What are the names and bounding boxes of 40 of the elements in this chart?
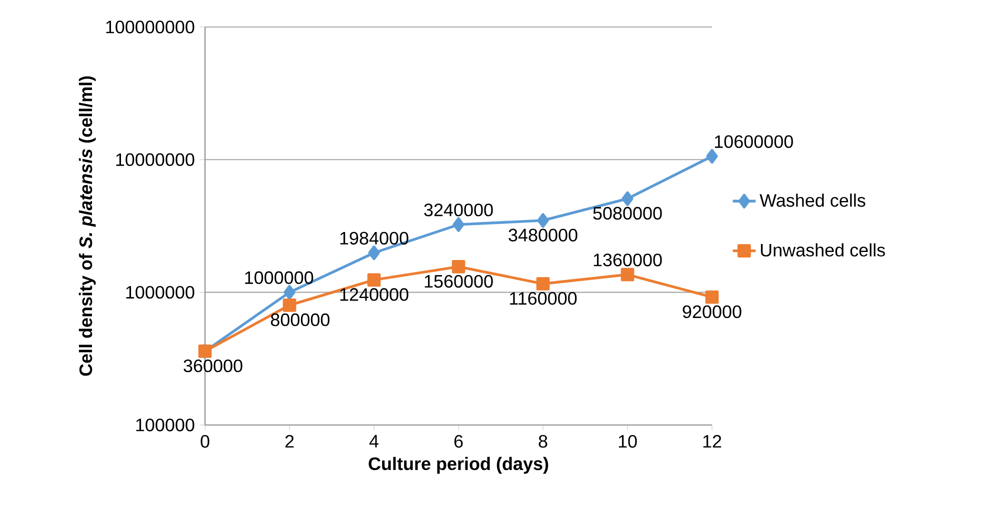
data-label: 3240000 <box>424 204 493 216</box>
data-label: 360000 <box>184 359 242 372</box>
x-tick-label: 0 <box>200 434 210 448</box>
data-label: 1240000 <box>340 288 408 301</box>
data-label: 920000 <box>682 305 742 318</box>
x-tick-label: 8 <box>538 434 548 448</box>
x-tick-label: 6 <box>454 434 463 448</box>
y-tick-label: 100000000 <box>106 20 194 34</box>
data-label: 1984000 <box>340 232 408 245</box>
point <box>452 217 464 232</box>
legend-label: Washed cells <box>760 194 866 207</box>
y-tick-label: 100000 <box>136 418 194 432</box>
point <box>282 298 296 312</box>
point <box>367 273 381 287</box>
point <box>705 290 719 304</box>
data-label: 1360000 <box>594 254 662 266</box>
y-tick-label: 10000000 <box>116 153 194 166</box>
data-label: 10600000 <box>714 135 793 148</box>
data-label: 1160000 <box>510 292 577 305</box>
point <box>706 148 718 164</box>
point <box>620 268 634 282</box>
point <box>537 213 549 228</box>
data-label: 1000000 <box>245 271 314 284</box>
data-label: 800000 <box>270 313 330 326</box>
data-label: 3480000 <box>508 228 578 242</box>
point <box>622 191 634 206</box>
data-label: 1560000 <box>424 274 493 288</box>
x-tick-label: 4 <box>369 434 378 448</box>
y-tick-label: 1000000 <box>126 286 194 299</box>
point <box>368 246 380 260</box>
x-axis-title: Culture period (days) <box>368 456 548 474</box>
data-label: 5080000 <box>593 206 662 220</box>
y-axis-title: Cell density of S. platensis (cell/ml) <box>78 76 96 376</box>
x-tick-label: 12 <box>703 434 722 448</box>
legend-label: Unwashed cells <box>760 243 885 257</box>
point <box>284 284 296 300</box>
point <box>452 260 466 274</box>
x-tick-label: 2 <box>285 434 294 448</box>
x-tick-label: 10 <box>618 434 637 448</box>
point <box>536 277 550 290</box>
